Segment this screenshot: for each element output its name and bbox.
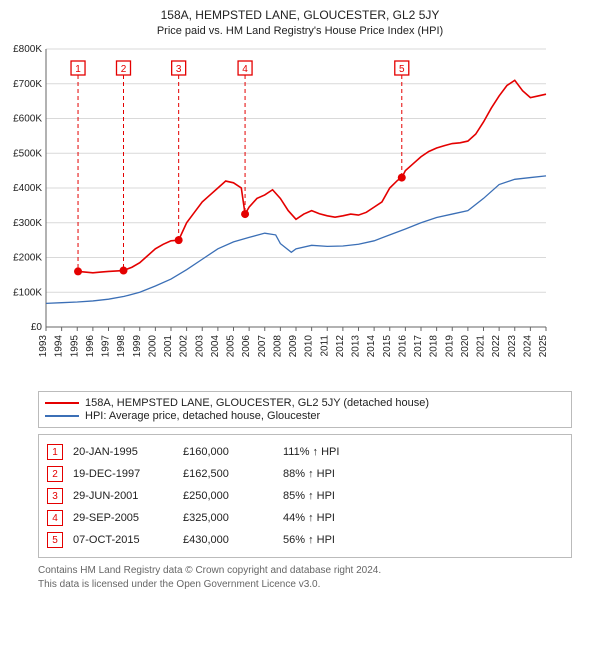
sale-marker: 1 — [47, 444, 63, 460]
svg-text:1994: 1994 — [54, 335, 65, 358]
sale-marker: 4 — [47, 510, 63, 526]
svg-text:£700K: £700K — [13, 79, 42, 90]
svg-text:£400K: £400K — [13, 183, 42, 194]
attribution: Contains HM Land Registry data © Crown c… — [38, 564, 572, 591]
svg-text:2024: 2024 — [522, 335, 533, 358]
legend: 158A, HEMPSTED LANE, GLOUCESTER, GL2 5JY… — [38, 391, 572, 428]
svg-text:5: 5 — [399, 64, 405, 75]
svg-text:1998: 1998 — [116, 335, 127, 358]
sale-date: 20-JAN-1995 — [73, 446, 183, 458]
sale-row: 3 29-JUN-2001£250,00085% ↑ HPI — [47, 485, 563, 507]
sale-price: £162,500 — [183, 468, 283, 480]
svg-text:2002: 2002 — [179, 335, 190, 358]
sale-row: 1 20-JAN-1995£160,000111% ↑ HPI — [47, 441, 563, 463]
svg-text:2018: 2018 — [429, 335, 440, 358]
sale-row: 5 07-OCT-2015£430,00056% ↑ HPI — [47, 529, 563, 551]
sale-date: 07-OCT-2015 — [73, 534, 183, 546]
svg-text:£300K: £300K — [13, 218, 42, 229]
sales-table: 1 20-JAN-1995£160,000111% ↑ HPI 2 19-DEC-19… — [38, 434, 572, 558]
sale-price: £160,000 — [183, 446, 283, 458]
legend-swatch — [45, 415, 79, 417]
page-subtitle: Price paid vs. HM Land Registry's House … — [0, 25, 600, 37]
sale-marker: 3 — [47, 488, 63, 504]
legend-row: HPI: Average price, detached house, Glou… — [45, 410, 565, 422]
svg-text:2021: 2021 — [476, 335, 487, 358]
legend-label: 158A, HEMPSTED LANE, GLOUCESTER, GL2 5JY… — [85, 397, 429, 409]
svg-text:2012: 2012 — [335, 335, 346, 358]
svg-text:2006: 2006 — [241, 335, 252, 358]
svg-text:2010: 2010 — [304, 335, 315, 358]
sale-hpi-pct: 85% ↑ HPI — [283, 490, 393, 502]
price-chart: £0 £100K £200K £300K £400K £500K £600K £700K £80… — [0, 43, 560, 383]
svg-text:2019: 2019 — [444, 335, 455, 358]
attribution-line-2: This data is licensed under the Open Gov… — [38, 578, 572, 592]
svg-text:£800K: £800K — [13, 44, 42, 55]
svg-text:4: 4 — [242, 64, 248, 75]
svg-text:1997: 1997 — [101, 335, 112, 358]
svg-text:£200K: £200K — [13, 253, 42, 264]
chart-container: 158A, HEMPSTED LANE, GLOUCESTER, GL2 5JY… — [0, 8, 600, 591]
svg-text:2011: 2011 — [319, 335, 330, 357]
sale-marker: 5 — [47, 532, 63, 548]
svg-text:£100K: £100K — [13, 287, 42, 298]
svg-text:2013: 2013 — [351, 335, 362, 358]
sale-price: £250,000 — [183, 490, 283, 502]
svg-text:2: 2 — [121, 64, 127, 75]
sale-price: £430,000 — [183, 534, 283, 546]
sale-date: 29-SEP-2005 — [73, 512, 183, 524]
svg-text:2022: 2022 — [491, 335, 502, 358]
sale-hpi-pct: 88% ↑ HPI — [283, 468, 393, 480]
svg-text:3: 3 — [176, 64, 182, 75]
svg-text:2016: 2016 — [397, 335, 408, 358]
sale-date: 19-DEC-1997 — [73, 468, 183, 480]
svg-text:1: 1 — [75, 64, 81, 75]
svg-text:£0: £0 — [31, 322, 43, 333]
svg-text:2009: 2009 — [288, 335, 299, 358]
svg-text:2015: 2015 — [382, 335, 393, 358]
svg-text:2004: 2004 — [210, 335, 221, 358]
sale-row: 2 19-DEC-1997£162,50088% ↑ HPI — [47, 463, 563, 485]
legend-swatch — [45, 402, 79, 404]
sale-date: 29-JUN-2001 — [73, 490, 183, 502]
attribution-line-1: Contains HM Land Registry data © Crown c… — [38, 564, 572, 578]
svg-text:2000: 2000 — [147, 335, 158, 358]
svg-text:2001: 2001 — [163, 335, 174, 358]
svg-text:1996: 1996 — [85, 335, 96, 358]
sale-hpi-pct: 44% ↑ HPI — [283, 512, 393, 524]
sale-hpi-pct: 56% ↑ HPI — [283, 534, 393, 546]
svg-text:£500K: £500K — [13, 148, 42, 159]
svg-text:2017: 2017 — [413, 335, 424, 358]
svg-text:2003: 2003 — [194, 335, 205, 358]
svg-text:2025: 2025 — [538, 335, 549, 358]
svg-text:2020: 2020 — [460, 335, 471, 358]
svg-text:2023: 2023 — [507, 335, 518, 358]
svg-text:2008: 2008 — [272, 335, 283, 358]
svg-text:1995: 1995 — [69, 335, 80, 358]
svg-text:£600K: £600K — [13, 114, 42, 125]
legend-row: 158A, HEMPSTED LANE, GLOUCESTER, GL2 5JY… — [45, 397, 565, 409]
svg-text:2007: 2007 — [257, 335, 268, 358]
sale-marker: 2 — [47, 466, 63, 482]
sale-hpi-pct: 111% ↑ HPI — [283, 446, 393, 458]
svg-text:1999: 1999 — [132, 335, 143, 358]
legend-label: HPI: Average price, detached house, Glou… — [85, 410, 320, 422]
page-title: 158A, HEMPSTED LANE, GLOUCESTER, GL2 5JY — [0, 8, 600, 22]
sale-price: £325,000 — [183, 512, 283, 524]
svg-text:2014: 2014 — [366, 335, 377, 358]
sale-row: 4 29-SEP-2005£325,00044% ↑ HPI — [47, 507, 563, 529]
svg-text:1993: 1993 — [38, 335, 49, 358]
svg-text:2005: 2005 — [226, 335, 237, 358]
